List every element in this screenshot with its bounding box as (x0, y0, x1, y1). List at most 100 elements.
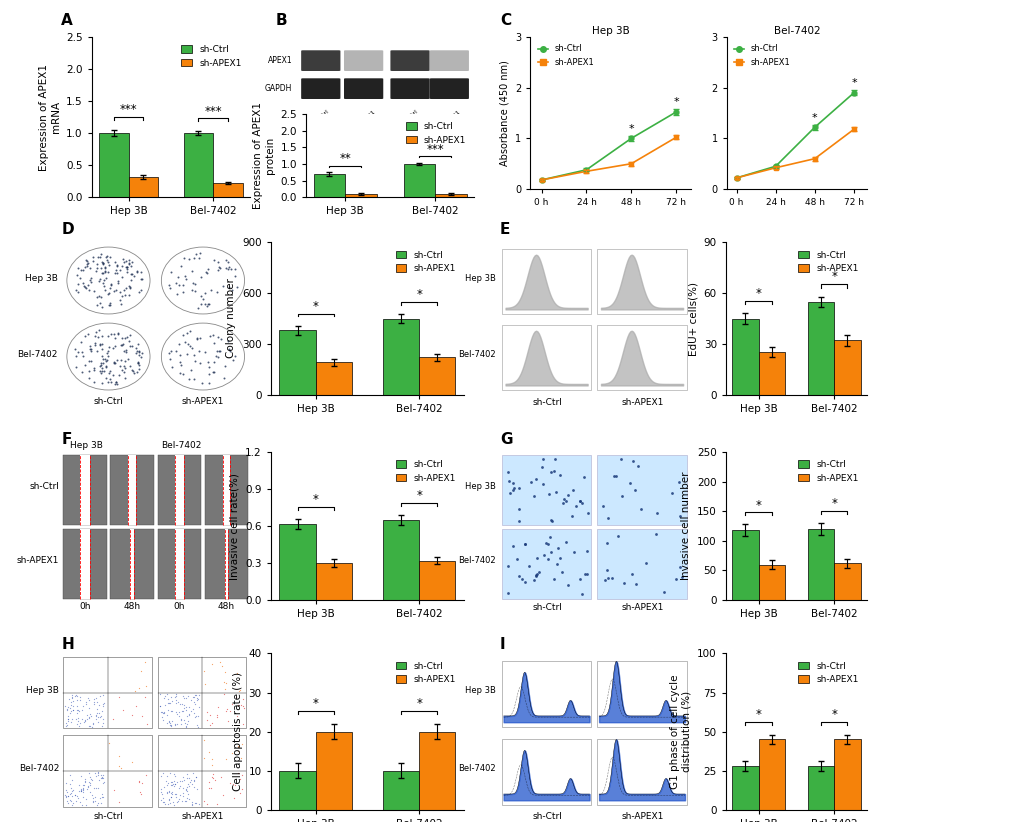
Point (215, 279, 231, 292)
Point (90, 330, 106, 344)
Point (179, 780, 196, 793)
Point (225, 353, 242, 367)
Point (574, 588, 590, 601)
Point (564, 483, 580, 496)
Y-axis label: Colony number: Colony number (226, 279, 236, 358)
Point (123, 709, 140, 722)
Point (58, 718, 74, 732)
Bar (183, 133, 213, 197)
Point (217, 704, 233, 718)
Point (102, 251, 118, 264)
Point (172, 712, 189, 725)
Point (163, 719, 179, 732)
Point (94, 791, 110, 804)
Point (83, 773, 99, 786)
Point (90, 298, 106, 312)
Point (542, 514, 558, 527)
Point (94, 770, 110, 783)
Point (189, 782, 205, 795)
Point (170, 793, 186, 806)
Point (176, 717, 193, 730)
Point (222, 344, 238, 357)
Point (185, 773, 202, 786)
Point (232, 698, 249, 711)
Point (541, 488, 557, 501)
Point (95, 277, 111, 290)
Point (174, 285, 191, 298)
Point (86, 284, 102, 298)
Text: *: * (313, 300, 318, 313)
Text: 0h: 0h (79, 602, 91, 611)
Bar (596, 325, 686, 390)
Point (117, 289, 133, 302)
Point (78, 257, 95, 270)
Point (182, 774, 199, 787)
Point (160, 777, 176, 790)
Point (159, 688, 175, 701)
Point (96, 274, 112, 287)
Point (172, 718, 189, 731)
Point (167, 690, 183, 703)
Point (159, 769, 175, 783)
Point (207, 774, 223, 787)
Bar (314, 174, 344, 197)
Point (232, 773, 249, 786)
Point (192, 246, 208, 259)
Point (81, 691, 97, 704)
Point (511, 569, 527, 582)
Point (165, 768, 181, 781)
Point (106, 284, 122, 298)
Point (110, 327, 126, 340)
Point (180, 709, 197, 722)
Text: Hep 3B: Hep 3B (465, 274, 495, 283)
Point (161, 346, 177, 359)
Point (105, 368, 121, 381)
Point (96, 696, 112, 709)
Point (124, 755, 141, 769)
Point (178, 718, 195, 731)
Point (69, 789, 86, 802)
Legend: sh-Ctrl, sh-APEX1: sh-Ctrl, sh-APEX1 (794, 247, 862, 277)
Point (79, 781, 96, 794)
Point (135, 709, 151, 723)
Point (186, 797, 203, 810)
Point (168, 344, 184, 358)
Point (132, 664, 149, 677)
Bar (596, 248, 686, 314)
Text: Bel-7402: Bel-7402 (458, 349, 495, 358)
Point (162, 787, 178, 800)
Bar (110, 455, 154, 524)
Point (181, 325, 198, 338)
Point (177, 704, 194, 717)
Point (70, 285, 87, 298)
Point (123, 339, 140, 353)
Point (210, 351, 226, 364)
Y-axis label: EdU+ cells(%): EdU+ cells(%) (688, 281, 697, 356)
Point (101, 736, 117, 749)
Point (613, 490, 630, 503)
Point (92, 338, 108, 351)
FancyBboxPatch shape (429, 78, 469, 99)
Point (89, 703, 105, 716)
Point (195, 293, 211, 306)
Point (178, 792, 195, 805)
Point (175, 691, 192, 704)
Point (539, 537, 555, 550)
Point (81, 371, 97, 384)
Point (77, 775, 94, 788)
Point (186, 698, 203, 711)
Point (86, 363, 102, 376)
Point (115, 345, 131, 358)
Point (511, 502, 527, 515)
Point (115, 337, 131, 350)
Point (224, 698, 240, 711)
Point (163, 690, 179, 703)
Point (130, 775, 147, 788)
Point (615, 577, 632, 590)
Point (197, 298, 213, 311)
Point (162, 281, 178, 294)
Point (559, 488, 576, 501)
Point (217, 682, 233, 695)
Point (72, 783, 89, 797)
Point (62, 787, 78, 801)
